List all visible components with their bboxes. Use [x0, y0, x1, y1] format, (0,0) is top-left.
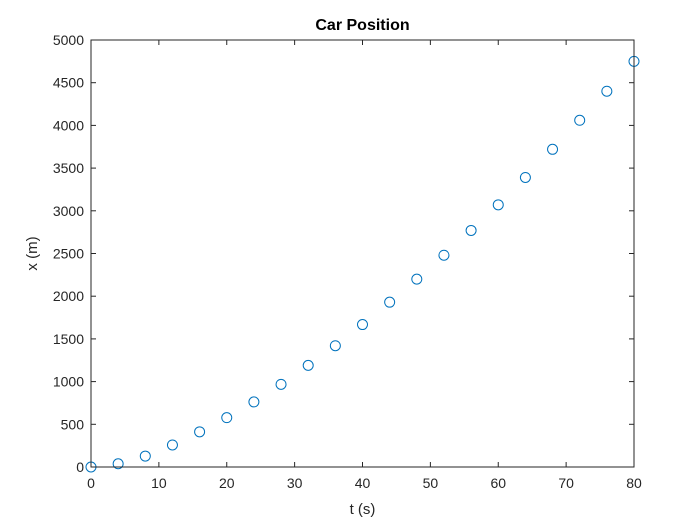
- plot-area: [91, 40, 634, 467]
- data-point: [221, 412, 233, 424]
- y-tick-label: 4500: [53, 75, 84, 91]
- x-tick-label: 50: [423, 475, 439, 491]
- data-point: [601, 85, 613, 97]
- data-point: [519, 171, 531, 183]
- y-tick-label: 2500: [53, 246, 84, 262]
- data-point: [166, 439, 178, 451]
- data-point: [329, 340, 341, 352]
- data-point: [112, 458, 124, 470]
- data-point: [302, 359, 314, 371]
- y-tick-label: 1000: [53, 374, 84, 390]
- data-point: [547, 143, 559, 155]
- x-tick-label: 0: [87, 475, 95, 491]
- y-tick-label: 500: [61, 416, 85, 432]
- y-tick-label: 1500: [53, 331, 84, 347]
- y-tick-label: 3500: [53, 160, 84, 176]
- data-point: [275, 378, 287, 390]
- x-axis-label: t (s): [350, 501, 376, 518]
- x-tick-label: 70: [558, 475, 574, 491]
- x-tick-label: 80: [626, 475, 642, 491]
- data-point: [139, 450, 151, 462]
- y-tick-label: 3000: [53, 203, 84, 219]
- x-tick-label: 60: [490, 475, 506, 491]
- data-point: [384, 296, 396, 308]
- y-tick-label: 2000: [53, 288, 84, 304]
- data-point: [248, 396, 260, 408]
- y-axis-label: x (m): [24, 236, 41, 270]
- x-tick-label: 20: [219, 475, 235, 491]
- x-tick-label: 10: [151, 475, 167, 491]
- data-point: [492, 199, 504, 211]
- data-point: [357, 319, 368, 331]
- x-tick-label: 30: [287, 475, 303, 491]
- data-point: [438, 249, 450, 261]
- x-tick-label: 40: [355, 475, 371, 491]
- axes-box: [90, 39, 635, 468]
- tick-labels: 0 10 20 30 40 50 60 70 80 0 500 1000 1500 2000 2500 300…: [53, 32, 642, 491]
- y-tick-label: 0: [76, 459, 84, 475]
- data-point: [411, 273, 423, 285]
- y-tick-label: 4000: [53, 117, 84, 133]
- y-tick-label: 5000: [53, 32, 84, 48]
- data-point: [465, 224, 477, 236]
- chart-title: Car Position: [315, 17, 409, 34]
- data-point: [194, 426, 206, 438]
- data-point: [574, 114, 586, 126]
